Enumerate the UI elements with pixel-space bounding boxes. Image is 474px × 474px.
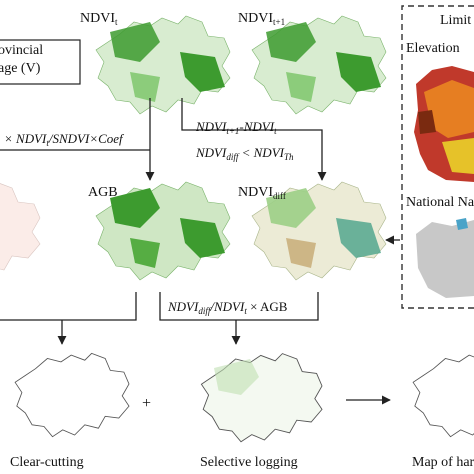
map-ndvi-diff [251, 181, 387, 281]
map-ndvi-t1 [251, 15, 387, 115]
label-selective-logging: Selective logging [200, 455, 298, 470]
label-clear-cutting: Clear-cutting [10, 455, 84, 470]
formula-diff-line2: NDVIdiff < NDVITh [196, 145, 294, 162]
label-national: National Na [406, 195, 474, 210]
formula-agb: × NDVIt/SNDVI×Coef [4, 131, 123, 148]
arrow-diff [181, 98, 327, 181]
lower-right-bracket [159, 292, 319, 321]
label-ndvi-diff: NDVIdiff [238, 185, 286, 201]
map-harvest [412, 352, 474, 438]
label-ndvi-t1: NDVIt+1 [238, 11, 286, 27]
map-selective-logging [200, 353, 323, 443]
provincial-box [0, 39, 81, 85]
limit-panel-border [401, 5, 474, 309]
map-elevation [414, 66, 474, 182]
label-agb: AGB [88, 185, 118, 200]
map-national-reserve [416, 218, 474, 298]
label-provincial-line2: age (V) [0, 61, 41, 76]
label-limit: Limit [440, 13, 472, 28]
map-agb [95, 181, 231, 281]
plus-sign: + [142, 395, 152, 412]
label-elevation: Elevation [406, 41, 460, 56]
map-provincial-left [0, 181, 41, 281]
formula-logging: NDVIdiff/NDVIt × AGB [168, 299, 288, 316]
map-ndvi-t [95, 15, 231, 115]
map-clear-cutting [14, 352, 130, 438]
label-provincial-line1: ovincial [0, 43, 44, 58]
lower-left-bracket [0, 292, 137, 321]
label-ndvi-t: NDVIt [80, 11, 118, 27]
label-map-harvest: Map of har [412, 455, 474, 470]
formula-diff-line1: NDVIt+1-NDVIt [196, 119, 277, 136]
